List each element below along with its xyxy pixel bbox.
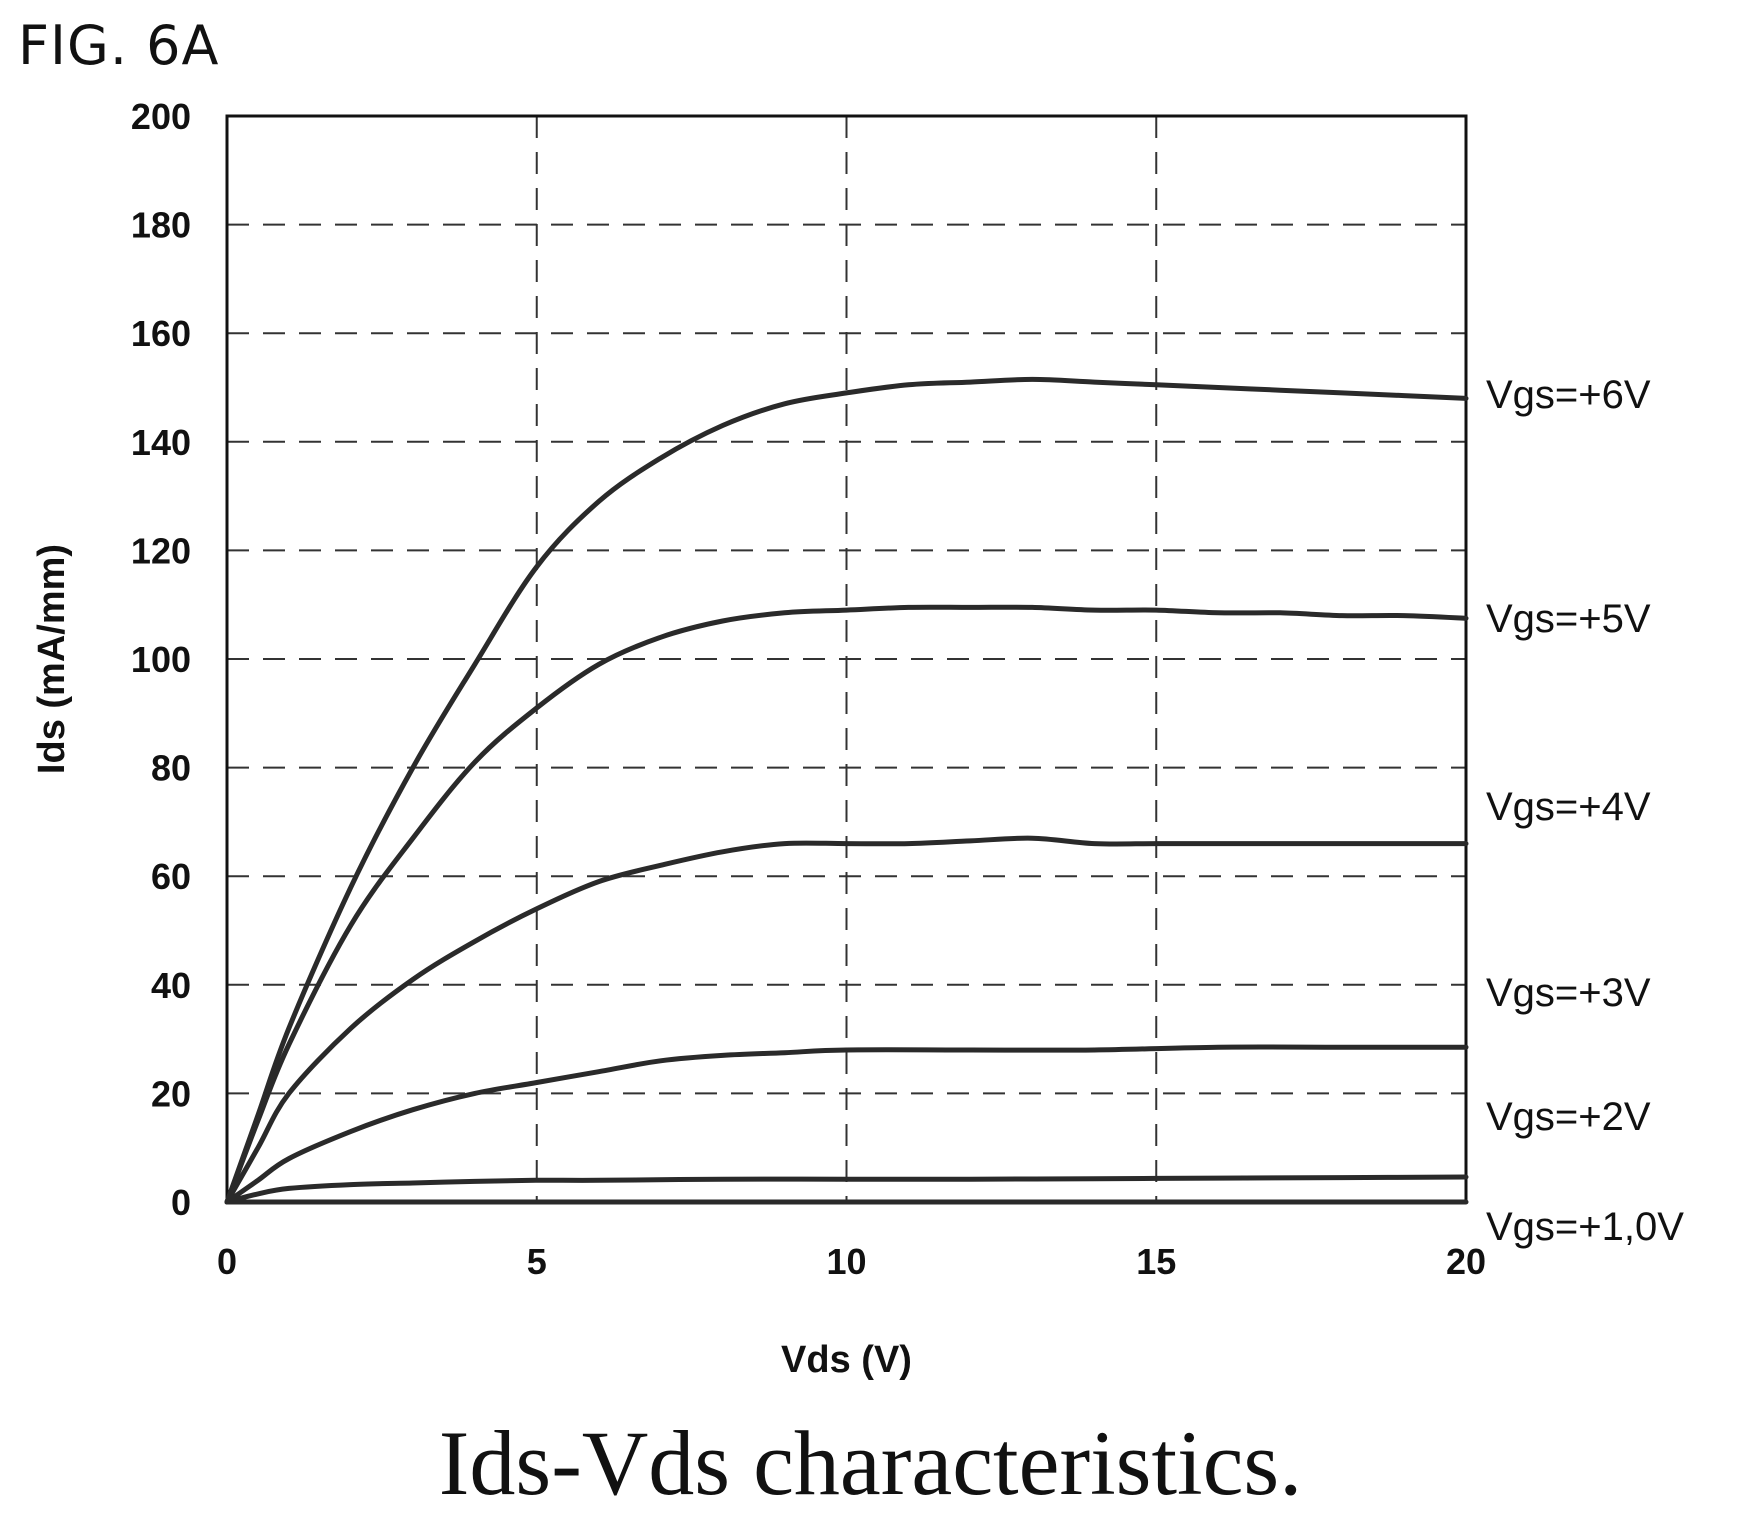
x-tick-label: 15 bbox=[1136, 1241, 1176, 1282]
y-tick-label: 120 bbox=[131, 530, 191, 571]
y-tick-label: 40 bbox=[151, 965, 191, 1006]
y-tick-label: 20 bbox=[151, 1073, 191, 1114]
series-label-6: Vgs=+1,0V bbox=[1486, 1205, 1684, 1249]
figure-label: FIG. 6A bbox=[18, 14, 220, 77]
series-label-5: Vgs=+2V bbox=[1486, 1095, 1651, 1139]
x-tick-labels: 0 5 10 15 20 bbox=[217, 1241, 1486, 1282]
series-labels: Vgs=+6V Vgs=+5V Vgs=+4V Vgs=+3V Vgs=+2V Vgs=+… bbox=[1486, 373, 1684, 1249]
y-axis-title: Ids (mA/mm) bbox=[31, 544, 73, 774]
series-line-3 bbox=[224, 835, 1469, 1205]
series-line-4 bbox=[224, 1044, 1469, 1205]
series-label-3: Vgs=+4V bbox=[1486, 785, 1651, 829]
series-label-1: Vgs=+6V bbox=[1486, 373, 1651, 417]
series-label-4: Vgs=+3V bbox=[1486, 971, 1651, 1015]
series-line-5 bbox=[224, 1174, 1469, 1205]
y-tick-label: 140 bbox=[131, 422, 191, 463]
x-axis-title: Vds (V) bbox=[781, 1339, 912, 1381]
y-tick-labels: 0 20 40 60 80 100 120 140 160 180 200 bbox=[131, 96, 191, 1223]
grid-lines bbox=[227, 116, 1466, 1202]
y-tick-label: 0 bbox=[171, 1182, 191, 1223]
x-tick-label: 10 bbox=[826, 1241, 866, 1282]
y-tick-label: 160 bbox=[131, 313, 191, 354]
figure-caption: Ids-Vds characteristics. bbox=[438, 1412, 1303, 1514]
y-tick-label: 180 bbox=[131, 205, 191, 246]
y-tick-label: 60 bbox=[151, 856, 191, 897]
x-tick-label: 0 bbox=[217, 1241, 237, 1282]
series-line-2 bbox=[224, 604, 1469, 1205]
y-tick-label: 80 bbox=[151, 748, 191, 789]
series-lines bbox=[224, 376, 1469, 1205]
series-line-1 bbox=[224, 376, 1469, 1205]
ids-vds-chart: 0 20 40 60 80 100 120 140 160 180 200 0 5 10 15 20 Vgs… bbox=[31, 96, 1684, 1381]
y-tick-label: 100 bbox=[131, 639, 191, 680]
x-tick-label: 20 bbox=[1446, 1241, 1486, 1282]
y-tick-label: 200 bbox=[131, 96, 191, 137]
series-label-2: Vgs=+5V bbox=[1486, 597, 1651, 641]
x-tick-label: 5 bbox=[527, 1241, 547, 1282]
